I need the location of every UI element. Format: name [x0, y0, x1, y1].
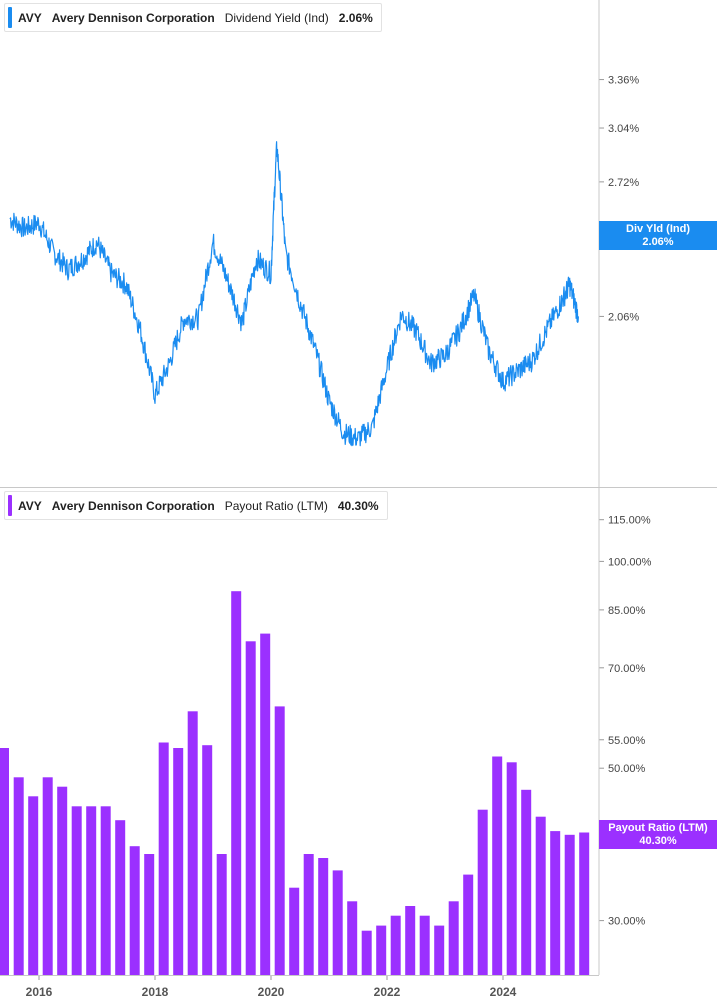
payout-bar: [57, 786, 68, 975]
tag-value: 40.30%: [639, 834, 677, 847]
payout-bar: [245, 641, 256, 975]
payout-bar: [158, 742, 169, 975]
payout-bar: [42, 777, 53, 975]
y-tick-label: 115.00%: [608, 515, 651, 527]
x-tick-label: 2018: [142, 985, 169, 999]
company-name: Avery Dennison Corporation: [51, 498, 215, 513]
payout-bar: [347, 901, 358, 975]
payout-bar: [289, 887, 300, 975]
payout-bar: [129, 846, 140, 975]
payout-bar: [521, 789, 532, 975]
payout-bar: [564, 834, 575, 975]
x-tick-label: 2016: [26, 985, 53, 999]
payout-bar: [100, 806, 111, 975]
payout-bar: [535, 816, 546, 975]
payout-ratio-panel: 115.00% 100.00% 85.00% 70.00% 55.00% 50.00% 30…: [0, 515, 652, 975]
payout-bar: [303, 854, 314, 975]
payout-bar: [202, 745, 213, 975]
y-tick-label: 50.00%: [608, 763, 646, 775]
payout-bar: [332, 870, 343, 975]
payout-bar: [448, 901, 459, 975]
payout-bar: [216, 854, 227, 975]
payout-bar: [274, 706, 285, 975]
dividend-yield-swatch: [8, 7, 12, 28]
company-name: Avery Dennison Corporation: [51, 10, 215, 25]
metric-value: 40.30%: [337, 498, 379, 513]
y-tick-label: 100.00%: [608, 556, 652, 568]
y-tick-label: 2.06%: [608, 311, 639, 323]
payout-bar: [463, 874, 474, 975]
payout-bar: [376, 925, 387, 975]
payout-ratio-swatch: [8, 495, 12, 516]
payout-bar: [405, 906, 416, 975]
tag-label: Payout Ratio (LTM): [608, 822, 708, 834]
tag-label: Div Yld (Ind): [626, 223, 690, 235]
tag-value: 2.06%: [642, 235, 674, 248]
payout-bar: [506, 762, 517, 975]
payout-bar: [0, 748, 9, 975]
payout-bar: [477, 809, 488, 975]
payout-bar: [260, 633, 271, 975]
payout-bar: [28, 796, 39, 975]
payout-bar: [13, 777, 24, 975]
y-tick-label: 2.72%: [608, 177, 639, 189]
payout-bar: [550, 831, 561, 975]
payout-bar: [71, 806, 82, 975]
dividend-yield-line: [9, 141, 579, 447]
payout-bar: [434, 925, 445, 975]
x-axis: 2016 2018 2020 2022 2024: [26, 975, 517, 999]
payout-bar: [390, 915, 401, 975]
y-tick-label: 3.36%: [608, 75, 639, 87]
payout-bar: [115, 820, 126, 975]
y-tick-label: 85.00%: [608, 605, 646, 617]
payout-bar: [579, 832, 590, 975]
metric-value: 2.06%: [338, 10, 373, 25]
dividend-yield-panel: 3.36% 3.04% 2.72% 2.06%: [9, 75, 639, 447]
payout-ratio-legend: AVY Avery Dennison Corporation Payout Ra…: [4, 491, 388, 520]
x-tick-label: 2022: [374, 985, 401, 999]
ticker-label: AVY: [18, 10, 42, 25]
y-tick-label: 70.00%: [608, 663, 646, 675]
y-tick-label: 55.00%: [608, 735, 646, 747]
payout-ratio-current-tag: Payout Ratio (LTM) 40.30%: [599, 820, 717, 849]
payout-bar: [86, 806, 97, 975]
dividend-yield-legend: AVY Avery Dennison Corporation Dividend …: [4, 3, 382, 32]
payout-bar: [492, 756, 503, 975]
payout-bar: [361, 930, 372, 975]
metric-name: Payout Ratio (LTM): [224, 498, 328, 513]
payout-bar: [231, 591, 242, 975]
payout-bar: [318, 858, 329, 975]
dividend-yield-current-tag: Div Yld (Ind) 2.06%: [599, 221, 717, 250]
metric-name: Dividend Yield (Ind): [224, 10, 329, 25]
payout-bar: [187, 711, 198, 975]
payout-bar: [419, 915, 430, 975]
payout-bar: [144, 854, 155, 975]
x-tick-label: 2024: [490, 985, 517, 999]
ticker-label: AVY: [18, 498, 42, 513]
y-tick-label: 3.04%: [608, 123, 639, 135]
payout-bar: [173, 748, 184, 975]
x-tick-label: 2020: [258, 985, 285, 999]
y-tick-label: 30.00%: [608, 916, 646, 928]
